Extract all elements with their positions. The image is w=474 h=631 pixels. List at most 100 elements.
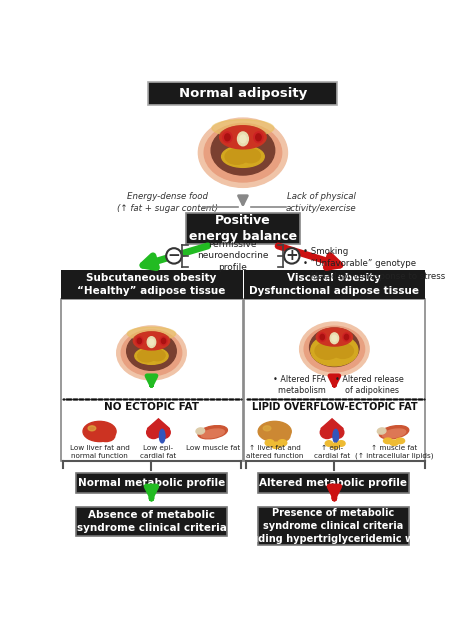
Ellipse shape bbox=[255, 134, 261, 141]
Ellipse shape bbox=[121, 330, 182, 375]
Text: Low liver fat and
normal function: Low liver fat and normal function bbox=[70, 445, 129, 459]
Ellipse shape bbox=[320, 426, 334, 439]
Text: Low muscle fat: Low muscle fat bbox=[186, 445, 240, 451]
Polygon shape bbox=[147, 419, 170, 428]
Text: +: + bbox=[285, 249, 298, 263]
Text: Normal adiposity: Normal adiposity bbox=[179, 87, 307, 100]
Text: −: − bbox=[168, 249, 180, 263]
Ellipse shape bbox=[88, 426, 96, 431]
Ellipse shape bbox=[135, 348, 168, 364]
Ellipse shape bbox=[310, 328, 359, 367]
Ellipse shape bbox=[241, 149, 260, 163]
Ellipse shape bbox=[383, 429, 406, 438]
Ellipse shape bbox=[263, 426, 271, 431]
Ellipse shape bbox=[320, 334, 324, 339]
FancyBboxPatch shape bbox=[148, 82, 337, 105]
Ellipse shape bbox=[162, 338, 166, 344]
Ellipse shape bbox=[137, 338, 142, 344]
FancyBboxPatch shape bbox=[61, 299, 243, 461]
Text: Presence of metabolic
syndrome clinical criteria
(including hypertriglyceridemic: Presence of metabolic syndrome clinical … bbox=[227, 509, 439, 544]
Text: Permissive
neuroendocrine
profile: Permissive neuroendocrine profile bbox=[197, 240, 269, 272]
Text: Normal metabolic profile: Normal metabolic profile bbox=[78, 478, 226, 488]
Ellipse shape bbox=[343, 333, 350, 341]
Ellipse shape bbox=[344, 334, 348, 339]
Ellipse shape bbox=[304, 326, 365, 372]
Ellipse shape bbox=[156, 426, 170, 439]
Ellipse shape bbox=[225, 134, 230, 141]
Ellipse shape bbox=[331, 443, 339, 449]
Text: Subcutaneous obesity
“Healthy” adipose tissue: Subcutaneous obesity “Healthy” adipose t… bbox=[77, 273, 226, 296]
Ellipse shape bbox=[316, 328, 353, 346]
Ellipse shape bbox=[219, 126, 266, 149]
Text: Visceral obesity
Dysfunctional adipose tissue: Visceral obesity Dysfunctional adipose t… bbox=[249, 273, 419, 296]
Ellipse shape bbox=[196, 428, 205, 434]
Text: Altered metabolic profile: Altered metabolic profile bbox=[259, 478, 407, 488]
Ellipse shape bbox=[330, 426, 344, 439]
Ellipse shape bbox=[198, 118, 288, 187]
Text: Low epi-
cardial fat: Low epi- cardial fat bbox=[140, 445, 177, 459]
Ellipse shape bbox=[225, 149, 248, 164]
Circle shape bbox=[284, 248, 300, 264]
Text: ↑ epi-
cardial fat: ↑ epi- cardial fat bbox=[314, 445, 350, 459]
Ellipse shape bbox=[223, 132, 232, 143]
Text: • Smoking
• “Unfavorable” genotype
• Maladaptive response to stress: • Smoking • “Unfavorable” genotype • Mal… bbox=[302, 247, 445, 281]
Ellipse shape bbox=[377, 428, 386, 434]
Text: NO ECTOPIC FAT: NO ECTOPIC FAT bbox=[104, 402, 199, 412]
Polygon shape bbox=[321, 419, 343, 428]
Ellipse shape bbox=[159, 429, 165, 443]
Ellipse shape bbox=[150, 350, 165, 361]
Ellipse shape bbox=[149, 339, 154, 345]
Ellipse shape bbox=[212, 120, 274, 136]
Ellipse shape bbox=[133, 332, 170, 350]
Ellipse shape bbox=[258, 422, 291, 442]
Ellipse shape bbox=[265, 440, 274, 446]
Ellipse shape bbox=[222, 146, 264, 167]
Ellipse shape bbox=[204, 124, 282, 182]
Ellipse shape bbox=[383, 438, 392, 444]
Ellipse shape bbox=[136, 337, 143, 345]
Ellipse shape bbox=[332, 335, 337, 341]
Ellipse shape bbox=[201, 429, 224, 438]
Ellipse shape bbox=[198, 426, 228, 439]
Text: Lack of physical
activity/exercise: Lack of physical activity/exercise bbox=[286, 192, 356, 213]
FancyBboxPatch shape bbox=[61, 270, 243, 299]
Ellipse shape bbox=[128, 327, 176, 340]
Ellipse shape bbox=[337, 440, 345, 446]
FancyBboxPatch shape bbox=[258, 507, 409, 545]
Text: ↑ liver fat and
altered function: ↑ liver fat and altered function bbox=[246, 445, 303, 459]
Ellipse shape bbox=[333, 429, 338, 443]
Ellipse shape bbox=[278, 440, 287, 446]
FancyBboxPatch shape bbox=[186, 213, 300, 244]
Ellipse shape bbox=[379, 426, 409, 439]
Ellipse shape bbox=[325, 338, 344, 348]
Ellipse shape bbox=[390, 440, 398, 445]
Circle shape bbox=[166, 248, 182, 264]
FancyBboxPatch shape bbox=[245, 270, 425, 299]
FancyBboxPatch shape bbox=[76, 473, 228, 493]
Text: Positive
energy balance: Positive energy balance bbox=[189, 214, 297, 243]
Ellipse shape bbox=[97, 430, 115, 442]
FancyBboxPatch shape bbox=[258, 473, 409, 493]
Ellipse shape bbox=[211, 126, 275, 175]
Text: ↑ muscle fat
(↑ intracellular lipids): ↑ muscle fat (↑ intracellular lipids) bbox=[355, 445, 433, 459]
Text: Energy-dense food
(↑ fat + sugar content): Energy-dense food (↑ fat + sugar content… bbox=[117, 192, 219, 213]
Ellipse shape bbox=[137, 350, 155, 362]
Ellipse shape bbox=[240, 135, 246, 143]
Ellipse shape bbox=[325, 440, 333, 446]
Ellipse shape bbox=[237, 132, 248, 146]
Ellipse shape bbox=[127, 332, 176, 370]
FancyBboxPatch shape bbox=[245, 299, 425, 461]
Ellipse shape bbox=[117, 326, 186, 380]
Ellipse shape bbox=[272, 430, 290, 442]
Text: • Altered FFA
  metabolism: • Altered FFA metabolism bbox=[273, 375, 326, 395]
Ellipse shape bbox=[83, 422, 116, 442]
Ellipse shape bbox=[254, 132, 263, 143]
Ellipse shape bbox=[315, 343, 339, 359]
Ellipse shape bbox=[396, 438, 405, 444]
Ellipse shape bbox=[300, 322, 369, 376]
Ellipse shape bbox=[272, 442, 281, 449]
Text: • Altered release
  of adipokines: • Altered release of adipokines bbox=[335, 375, 404, 395]
Text: Absence of metabolic
syndrome clinical criteria: Absence of metabolic syndrome clinical c… bbox=[77, 510, 227, 533]
Ellipse shape bbox=[147, 337, 155, 348]
Ellipse shape bbox=[332, 343, 354, 358]
